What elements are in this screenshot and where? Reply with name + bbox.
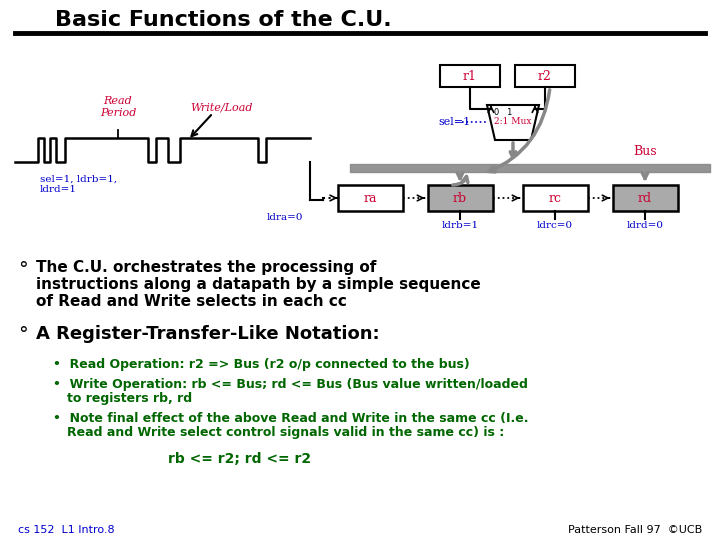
Text: •  Write Operation: rb <= Bus; rd <= Bus (Bus value written/loaded: • Write Operation: rb <= Bus; rd <= Bus … [53, 378, 528, 391]
Text: 0   1: 0 1 [494, 108, 512, 117]
Bar [428, 185, 492, 211]
Text: ra: ra [364, 192, 377, 205]
Polygon shape [487, 105, 539, 140]
Text: ldra=0: ldra=0 [266, 213, 303, 222]
Text: ldrb=1: ldrb=1 [441, 221, 479, 230]
Text: •  Note final effect of the above Read and Write in the same cc (I.e.: • Note final effect of the above Read an… [53, 412, 528, 425]
Text: to registers rb, rd: to registers rb, rd [67, 392, 192, 405]
Text: rc: rc [549, 192, 562, 205]
Text: rb: rb [453, 192, 467, 205]
Text: Bus: Bus [633, 145, 657, 158]
Text: sel=1, ldrb=1,
ldrd=1: sel=1, ldrb=1, ldrd=1 [40, 175, 117, 194]
Bar [523, 185, 588, 211]
Text: 2:1 Mux: 2:1 Mux [494, 117, 532, 125]
Text: rd: rd [638, 192, 652, 205]
Text: r2: r2 [538, 70, 552, 83]
Bar [338, 185, 402, 211]
Text: cs 152  L1 Intro.8: cs 152 L1 Intro.8 [18, 525, 114, 535]
Text: sel=1: sel=1 [438, 117, 470, 127]
Bar [440, 65, 500, 87]
Text: •  Read Operation: r2 => Bus (r2 o/p connected to the bus): • Read Operation: r2 => Bus (r2 o/p conn… [53, 358, 469, 371]
Text: Read
Period: Read Period [100, 97, 136, 118]
Text: °: ° [18, 325, 28, 344]
Text: Basic Functions of the C.U.: Basic Functions of the C.U. [55, 10, 392, 30]
Text: ldrc=0: ldrc=0 [537, 221, 573, 230]
Text: Read and Write select control signals valid in the same cc) is :: Read and Write select control signals va… [67, 426, 504, 439]
Text: rb <= r2; rd <= r2: rb <= r2; rd <= r2 [168, 452, 312, 466]
Text: A Register-Transfer-Like Notation:: A Register-Transfer-Like Notation: [36, 325, 379, 343]
Text: of Read and Write selects in each cc: of Read and Write selects in each cc [36, 294, 347, 309]
Text: ldrd=0: ldrd=0 [626, 221, 664, 230]
Bar [515, 65, 575, 87]
Bar [613, 185, 678, 211]
Text: Write/Load: Write/Load [191, 103, 253, 113]
Text: Patterson Fall 97  ©UCB: Patterson Fall 97 ©UCB [568, 525, 702, 535]
Text: r1: r1 [463, 70, 477, 83]
Text: The C.U. orchestrates the processing of: The C.U. orchestrates the processing of [36, 260, 377, 275]
Text: °: ° [18, 260, 28, 279]
Text: instructions along a datapath by a simple sequence: instructions along a datapath by a simpl… [36, 277, 481, 292]
